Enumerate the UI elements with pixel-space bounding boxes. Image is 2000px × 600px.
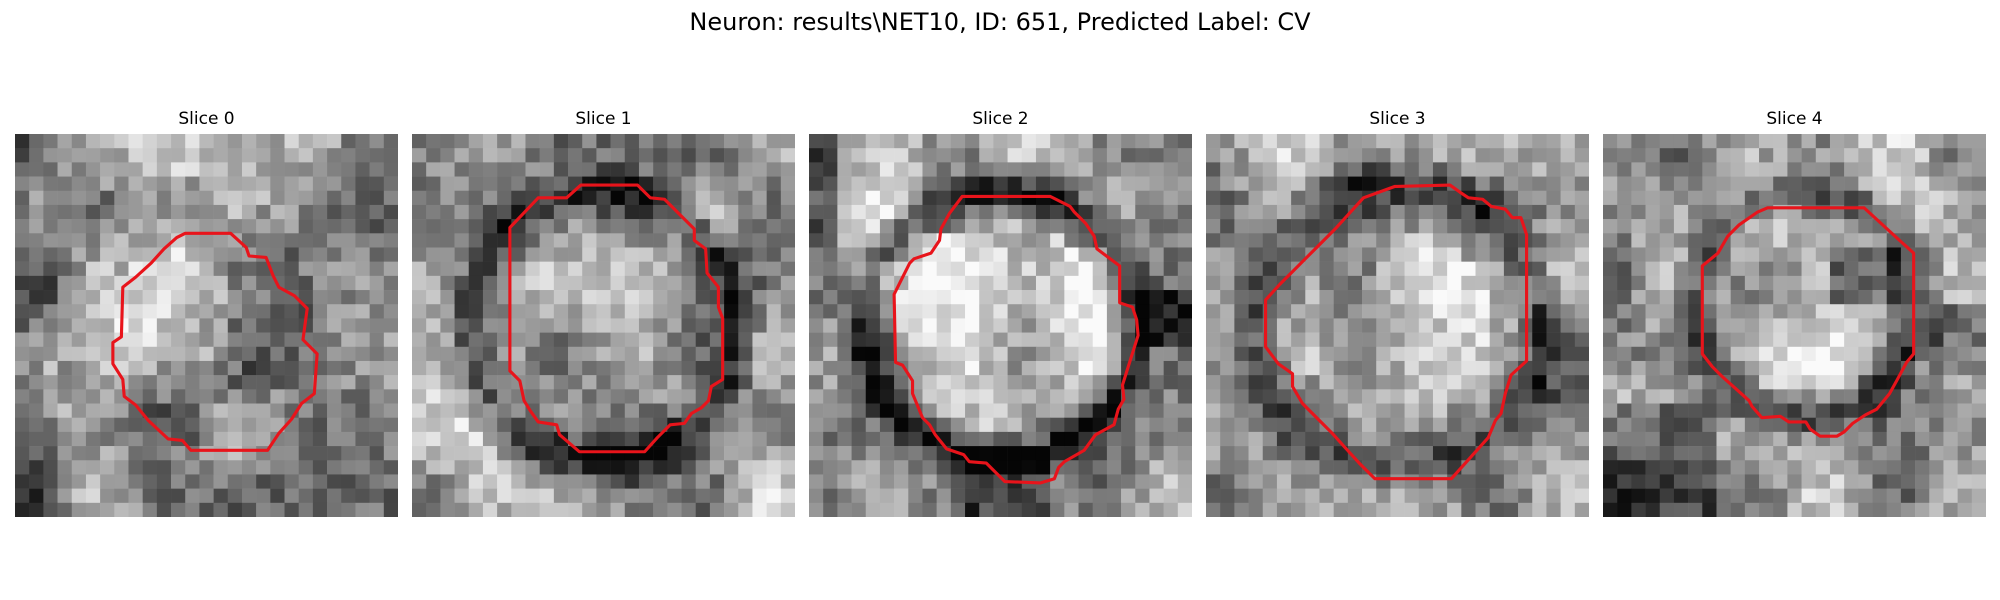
slice-panel-3: Slice 3 — [1206, 108, 1589, 520]
slice-title: Slice 4 — [1766, 109, 1823, 129]
slice-image — [15, 134, 398, 517]
slice-panel-4: Slice 4 — [1603, 108, 1986, 520]
red-contour — [508, 183, 725, 454]
grayscale-pixels — [1603, 134, 1986, 517]
slice-panel-0: Slice 0 — [15, 108, 398, 520]
slice-title: Slice 1 — [575, 109, 632, 129]
slice-image — [1206, 134, 1589, 517]
red-contour — [1700, 206, 1916, 438]
slice-title: Slice 0 — [178, 109, 235, 129]
grayscale-pixels — [1206, 134, 1589, 517]
red-contour — [1264, 183, 1529, 481]
slice-panel-2: Slice 2 — [809, 108, 1192, 520]
grayscale-pixels — [15, 134, 398, 517]
grayscale-pixels — [809, 134, 1192, 517]
slice-image — [412, 134, 795, 517]
slice-panel-1: Slice 1 — [412, 108, 795, 520]
grayscale-pixels — [412, 134, 795, 517]
slice-title: Slice 2 — [972, 109, 1029, 129]
figure-title: Neuron: results\NET10, ID: 651, Predicte… — [689, 8, 1311, 36]
red-contour — [892, 194, 1140, 485]
slice-image — [1603, 134, 1986, 517]
slice-image — [809, 134, 1192, 517]
slice-title: Slice 3 — [1369, 109, 1426, 129]
red-contour — [111, 231, 319, 452]
